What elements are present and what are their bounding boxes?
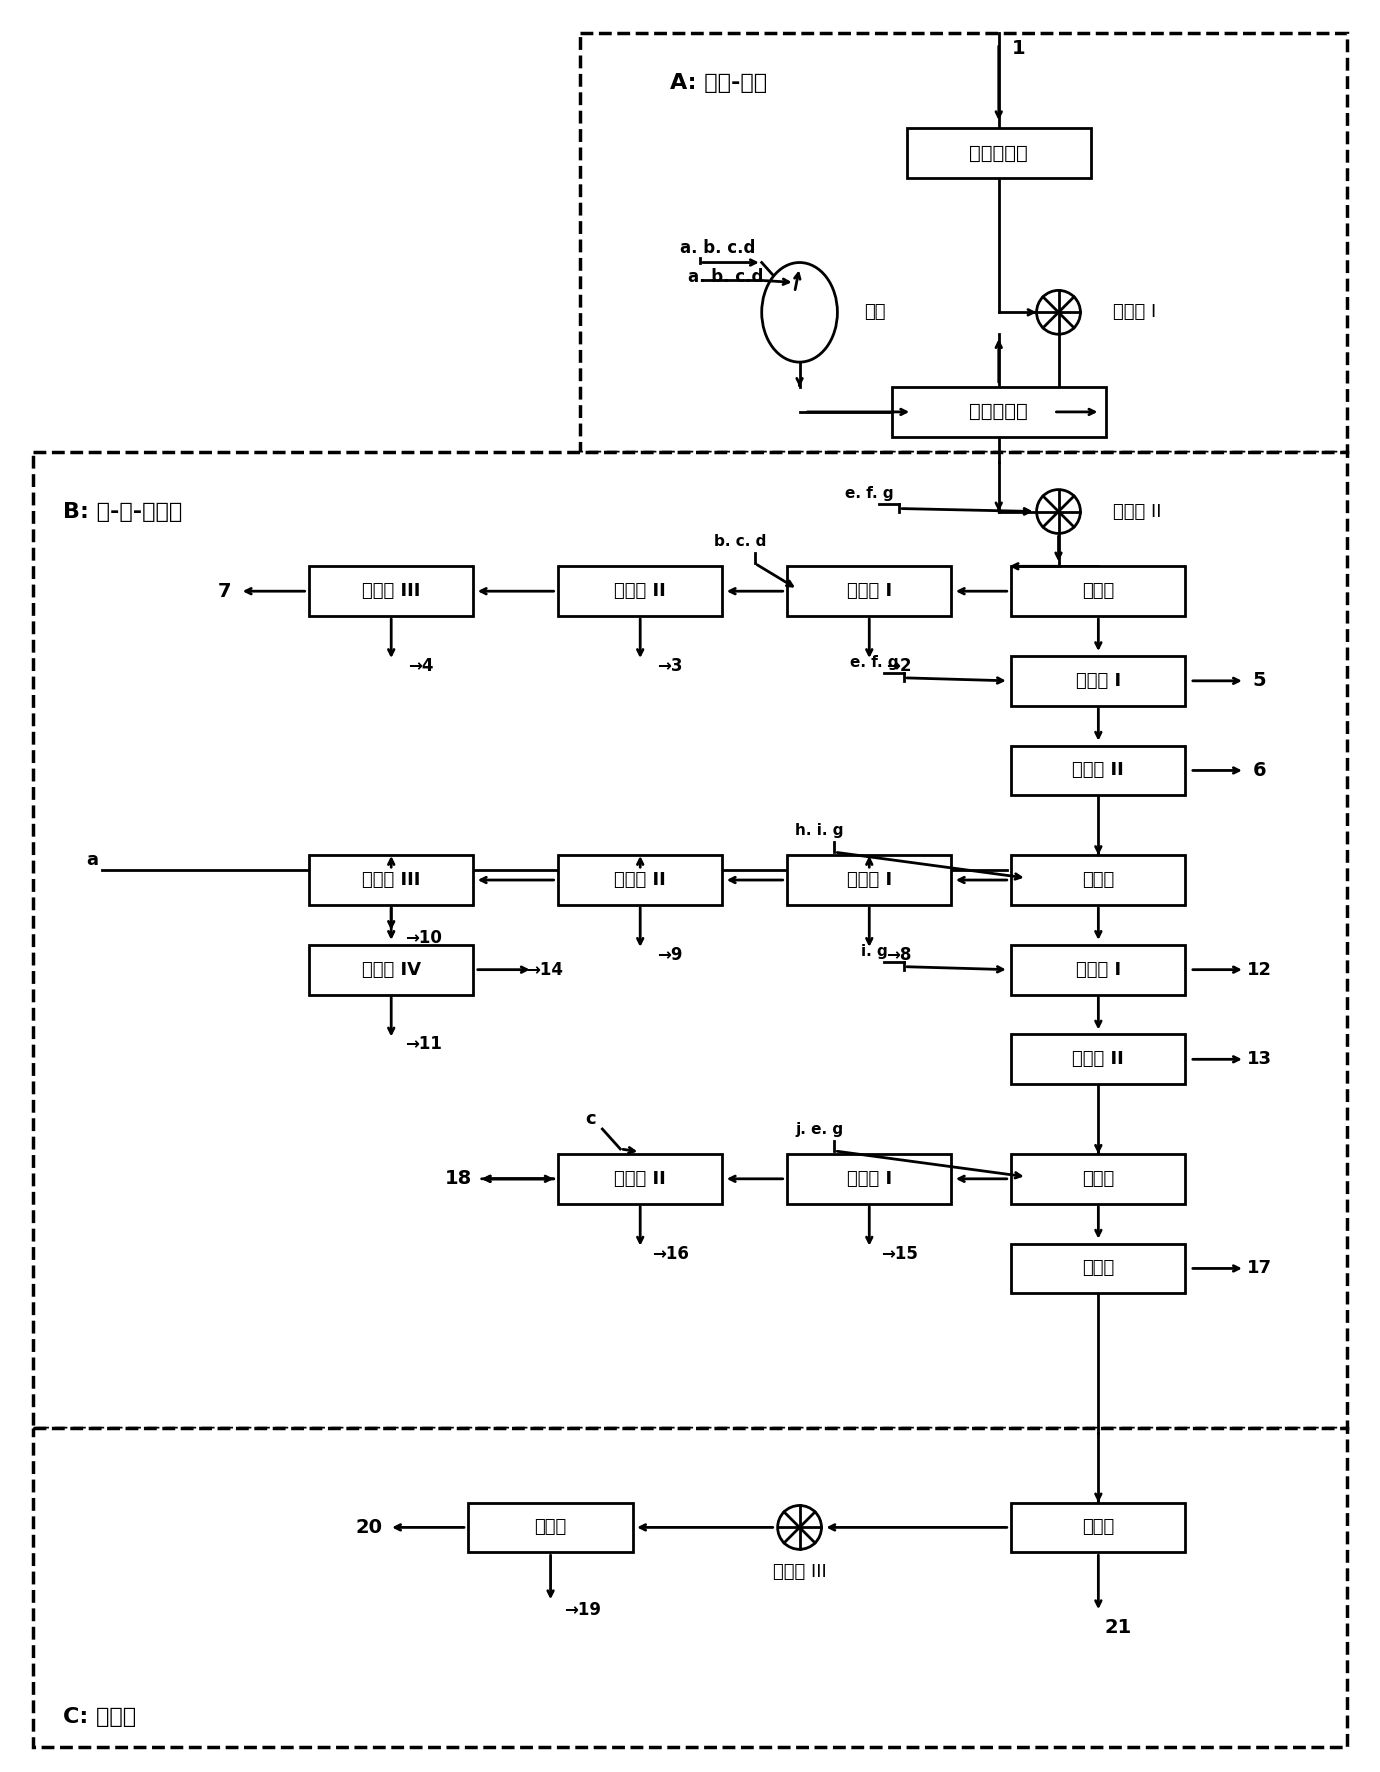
Text: a. b. c.d: a. b. c.d <box>680 239 755 257</box>
Text: B: 金-锌-硫浮选: B: 金-锌-硫浮选 <box>62 501 182 521</box>
Text: →9: →9 <box>657 946 683 964</box>
Text: 13: 13 <box>1248 1051 1272 1069</box>
Text: 6: 6 <box>1253 760 1267 780</box>
Bar <box>891 386 1105 438</box>
Text: 金精选 III: 金精选 III <box>362 583 421 601</box>
Text: 铁粗选: 铁粗选 <box>1082 1519 1115 1536</box>
Text: 硫精选 I: 硫精选 I <box>847 1170 891 1187</box>
Bar <box>558 1154 722 1203</box>
Text: 5: 5 <box>1253 672 1267 691</box>
Bar <box>309 944 473 994</box>
Text: 21: 21 <box>1104 1618 1132 1637</box>
Text: e. f. g: e. f. g <box>850 656 898 670</box>
Text: e. f. g: e. f. g <box>845 486 894 501</box>
Text: 搅拌槽 II: 搅拌槽 II <box>1114 503 1162 521</box>
Text: 金扫选 I: 金扫选 I <box>1076 672 1121 689</box>
Text: →2: →2 <box>886 657 912 675</box>
Text: →3: →3 <box>657 657 683 675</box>
Text: 滚筒筛筛分: 滚筒筛筛分 <box>969 144 1028 163</box>
Text: h. i. g: h. i. g <box>795 822 843 838</box>
Bar <box>1012 1503 1185 1552</box>
Bar <box>558 567 722 617</box>
Text: A: 磨矿-分级: A: 磨矿-分级 <box>671 73 767 94</box>
Bar <box>1012 1035 1185 1084</box>
Bar <box>1012 944 1185 994</box>
Text: →4: →4 <box>408 657 433 675</box>
Text: 锌精选 III: 锌精选 III <box>362 872 421 890</box>
Bar <box>309 567 473 617</box>
Text: 金粗选: 金粗选 <box>1082 583 1115 601</box>
Text: 1: 1 <box>1012 39 1025 58</box>
Text: 金精选 II: 金精选 II <box>614 583 667 601</box>
Text: 锌扫选 II: 锌扫选 II <box>1072 1051 1125 1069</box>
Bar <box>1012 1154 1185 1203</box>
Text: 17: 17 <box>1248 1260 1272 1278</box>
Bar <box>468 1503 633 1552</box>
Bar <box>1012 746 1185 796</box>
Bar <box>787 567 951 617</box>
Bar <box>33 452 1347 1428</box>
Bar <box>33 1428 1347 1747</box>
Text: 锌扫选 I: 锌扫选 I <box>1076 960 1121 978</box>
Text: →15: →15 <box>880 1244 918 1262</box>
Ellipse shape <box>762 262 838 361</box>
Text: 旋流器分级: 旋流器分级 <box>969 402 1028 422</box>
Text: b. c. d: b. c. d <box>713 533 766 549</box>
Bar <box>581 34 1347 452</box>
Circle shape <box>778 1506 821 1549</box>
Text: j. e. g: j. e. g <box>795 1122 843 1136</box>
Circle shape <box>1036 489 1081 533</box>
Text: →11: →11 <box>404 1035 442 1053</box>
Text: 12: 12 <box>1248 960 1272 978</box>
Bar <box>787 1154 951 1203</box>
Text: c: c <box>585 1109 596 1129</box>
Text: 18: 18 <box>446 1170 472 1189</box>
Bar <box>1012 656 1185 705</box>
Bar <box>558 856 722 905</box>
Text: 硫粗选: 硫粗选 <box>1082 1170 1115 1187</box>
Bar <box>309 856 473 905</box>
Text: →19: →19 <box>564 1602 600 1620</box>
Text: →16: →16 <box>651 1244 689 1262</box>
Text: 硫扫选: 硫扫选 <box>1082 1260 1115 1278</box>
Text: 搅拌槽 III: 搅拌槽 III <box>773 1563 827 1581</box>
Text: 铁精选: 铁精选 <box>534 1519 567 1536</box>
Text: 锌精选 I: 锌精选 I <box>847 872 891 890</box>
Text: 20: 20 <box>356 1519 382 1536</box>
Text: 锌精选 II: 锌精选 II <box>614 872 667 890</box>
Bar <box>1012 856 1185 905</box>
Bar <box>907 128 1090 177</box>
Bar <box>1012 567 1185 617</box>
Text: i. g: i. g <box>861 944 887 959</box>
Text: 7: 7 <box>218 581 232 601</box>
Text: 磨矿: 磨矿 <box>864 303 886 321</box>
Text: →14: →14 <box>526 960 563 978</box>
Text: 锌精选 IV: 锌精选 IV <box>362 960 421 978</box>
Text: →10: →10 <box>404 929 442 946</box>
Text: a. b. c.d: a. b. c.d <box>689 269 763 287</box>
Text: C: 铁磁选: C: 铁磁选 <box>62 1706 135 1726</box>
Text: 搅拌槽 I: 搅拌槽 I <box>1114 303 1156 321</box>
Bar <box>1012 1244 1185 1294</box>
Text: 金扫选 II: 金扫选 II <box>1072 762 1125 780</box>
Bar <box>787 856 951 905</box>
Text: a: a <box>87 851 98 868</box>
Text: 硫精选 II: 硫精选 II <box>614 1170 667 1187</box>
Circle shape <box>1036 291 1081 335</box>
Text: 金精选 I: 金精选 I <box>847 583 891 601</box>
Text: 锌粗选: 锌粗选 <box>1082 872 1115 890</box>
Text: →8: →8 <box>886 946 912 964</box>
